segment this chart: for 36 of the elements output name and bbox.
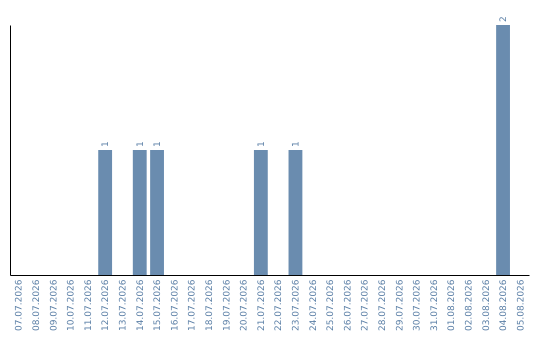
x-tick-label: 21.07.2026 bbox=[256, 279, 267, 332]
x-tick-label: 04.08.2026 bbox=[499, 279, 510, 332]
x-tick-label: 24.07.2026 bbox=[308, 279, 319, 332]
x-tick-label: 13.07.2026 bbox=[118, 279, 128, 332]
x-tick-label: 14.07.2026 bbox=[136, 279, 146, 332]
x-tick-label: 28.07.2026 bbox=[378, 279, 388, 332]
x-tick-label: 18.07.2026 bbox=[204, 279, 215, 332]
x-tick-label: 01.08.2026 bbox=[447, 279, 458, 332]
data-label: 1 bbox=[153, 141, 164, 147]
x-tick-label: 12.07.2026 bbox=[101, 279, 112, 332]
x-tick-label: 27.07.2026 bbox=[360, 279, 371, 332]
x-tick-label: 03.08.2026 bbox=[482, 279, 492, 332]
x-tick-label: 07.07.2026 bbox=[14, 279, 25, 332]
x-tick-label: 15.07.2026 bbox=[153, 279, 164, 332]
x-tick-label: 25.07.2026 bbox=[326, 279, 336, 332]
x-tick-label: 26.07.2026 bbox=[343, 279, 354, 332]
x-tick-label: 20.07.2026 bbox=[240, 279, 250, 332]
data-label: 1 bbox=[101, 141, 112, 147]
x-tick-label: 23.07.2026 bbox=[291, 279, 302, 332]
x-tick-label: 31.07.2026 bbox=[430, 279, 440, 332]
x-tick-label: 05.08.2026 bbox=[516, 279, 526, 332]
x-tick-label: 02.08.2026 bbox=[464, 279, 474, 332]
x-tick-label: 30.07.2026 bbox=[412, 279, 423, 332]
data-label: 1 bbox=[136, 141, 146, 147]
data-label: 1 bbox=[256, 141, 267, 147]
x-tick-label: 10.07.2026 bbox=[66, 279, 77, 332]
x-tick-label: 17.07.2026 bbox=[188, 279, 198, 332]
x-tick-label: 22.07.2026 bbox=[274, 279, 284, 332]
x-tick-label: 09.07.2026 bbox=[49, 279, 60, 332]
x-tick-label: 16.07.2026 bbox=[170, 279, 180, 332]
data-label: 2 bbox=[499, 16, 510, 22]
x-tick-label: 08.07.2026 bbox=[32, 279, 42, 332]
x-tick-label: 19.07.2026 bbox=[222, 279, 232, 332]
data-label: 1 bbox=[291, 141, 302, 147]
x-tick-label: 11.07.2026 bbox=[84, 279, 94, 332]
x-tick-label: 29.07.2026 bbox=[395, 279, 406, 332]
